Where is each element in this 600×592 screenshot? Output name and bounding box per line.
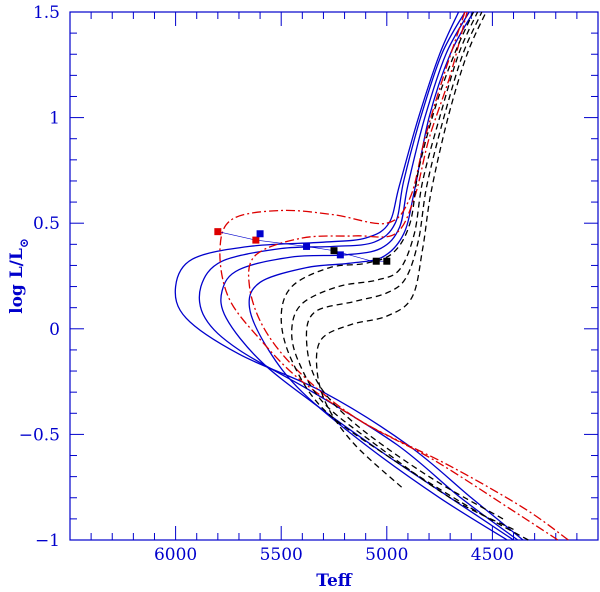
- y-tick-label: 1.5: [33, 3, 60, 23]
- black-square-marker: [383, 257, 391, 265]
- x-tick-label: 5500: [260, 545, 303, 565]
- y-tick-label: 0: [49, 320, 60, 340]
- black-dashed-track-10: [315, 11, 487, 488]
- y-tick-label: −0.5: [19, 425, 60, 445]
- data-markers: [214, 228, 391, 265]
- axis-ticks: [70, 12, 598, 540]
- x-tick-labels: 6000 5500 5000 4500: [154, 545, 514, 565]
- y-tick-label: 0.5: [33, 214, 60, 234]
- y-tick-label: 1: [49, 109, 60, 129]
- blue-solid-track-1: [174, 11, 524, 541]
- blue-solid-track-3: [220, 11, 514, 541]
- black-dashed-track-7: [280, 11, 529, 541]
- y-axis-title-main: log L/L: [7, 248, 27, 314]
- x-axis-title: Teff: [316, 571, 353, 591]
- plot-frame: [69, 11, 599, 541]
- series-curves: [174, 11, 569, 541]
- blue-square-marker: [336, 251, 344, 259]
- red-dashdot-track-5: [219, 11, 569, 541]
- y-axis-title: log L/L⊙: [7, 238, 31, 314]
- x-tick-label: 6000: [154, 545, 197, 565]
- y-axis-title-group: log L/L⊙: [7, 238, 31, 314]
- x-tick-label: 5000: [365, 545, 408, 565]
- red-square-marker: [252, 236, 260, 244]
- y-axis-title-subscript: ⊙: [17, 238, 31, 248]
- blue-square-marker: [303, 242, 311, 250]
- black-square-marker: [330, 247, 338, 255]
- x-tick-label: 4500: [471, 545, 514, 565]
- red-dashdot-track-6: [247, 11, 559, 541]
- blue-solid-track-4: [248, 11, 508, 541]
- blue-solid-track-2: [198, 11, 519, 541]
- black-square-marker: [372, 257, 380, 265]
- blue-square-marker: [256, 230, 264, 238]
- black-dashed-track-9: [305, 11, 504, 520]
- black-dashed-track-8: [291, 11, 514, 530]
- y-tick-labels: −1 −0.5 0 0.5 1 1.5: [19, 3, 60, 551]
- y-tick-label: −1: [35, 531, 60, 551]
- red-square-marker: [214, 228, 222, 236]
